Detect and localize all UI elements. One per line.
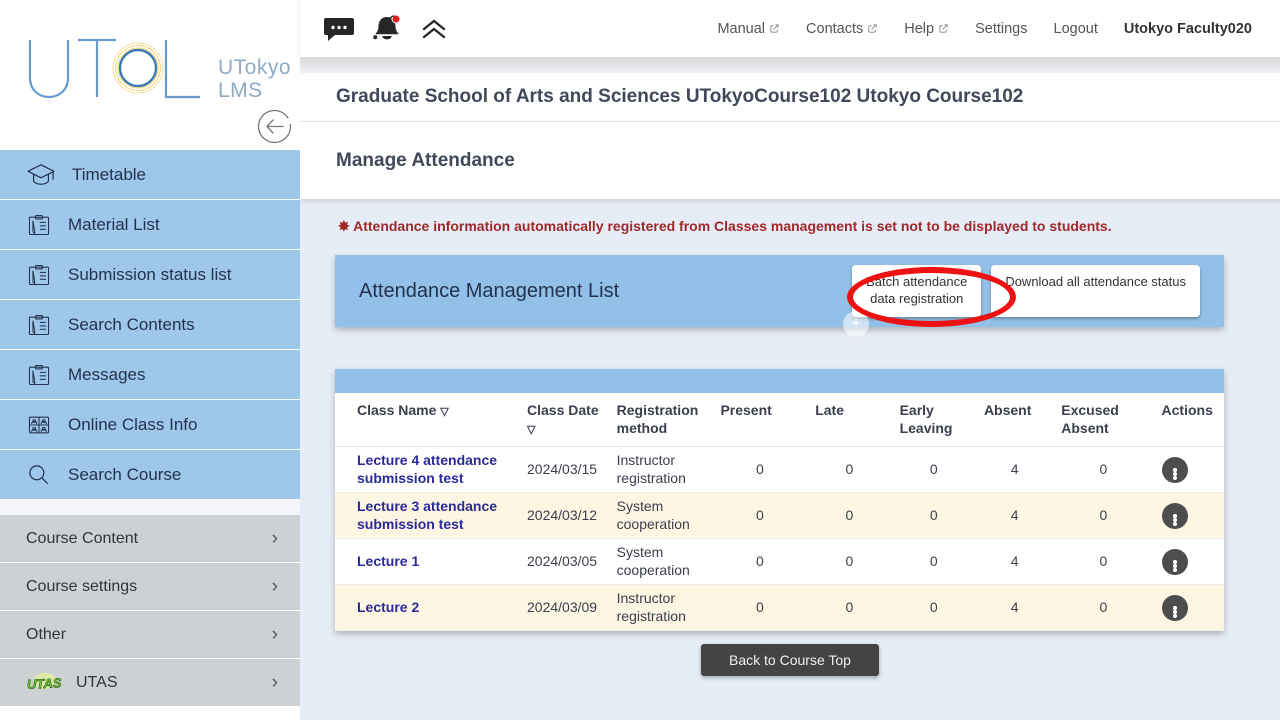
svg-text:LMS: LMS bbox=[218, 79, 263, 102]
svg-text:UTAS: UTAS bbox=[27, 675, 62, 692]
svg-text:UTokyo: UTokyo bbox=[218, 56, 290, 79]
